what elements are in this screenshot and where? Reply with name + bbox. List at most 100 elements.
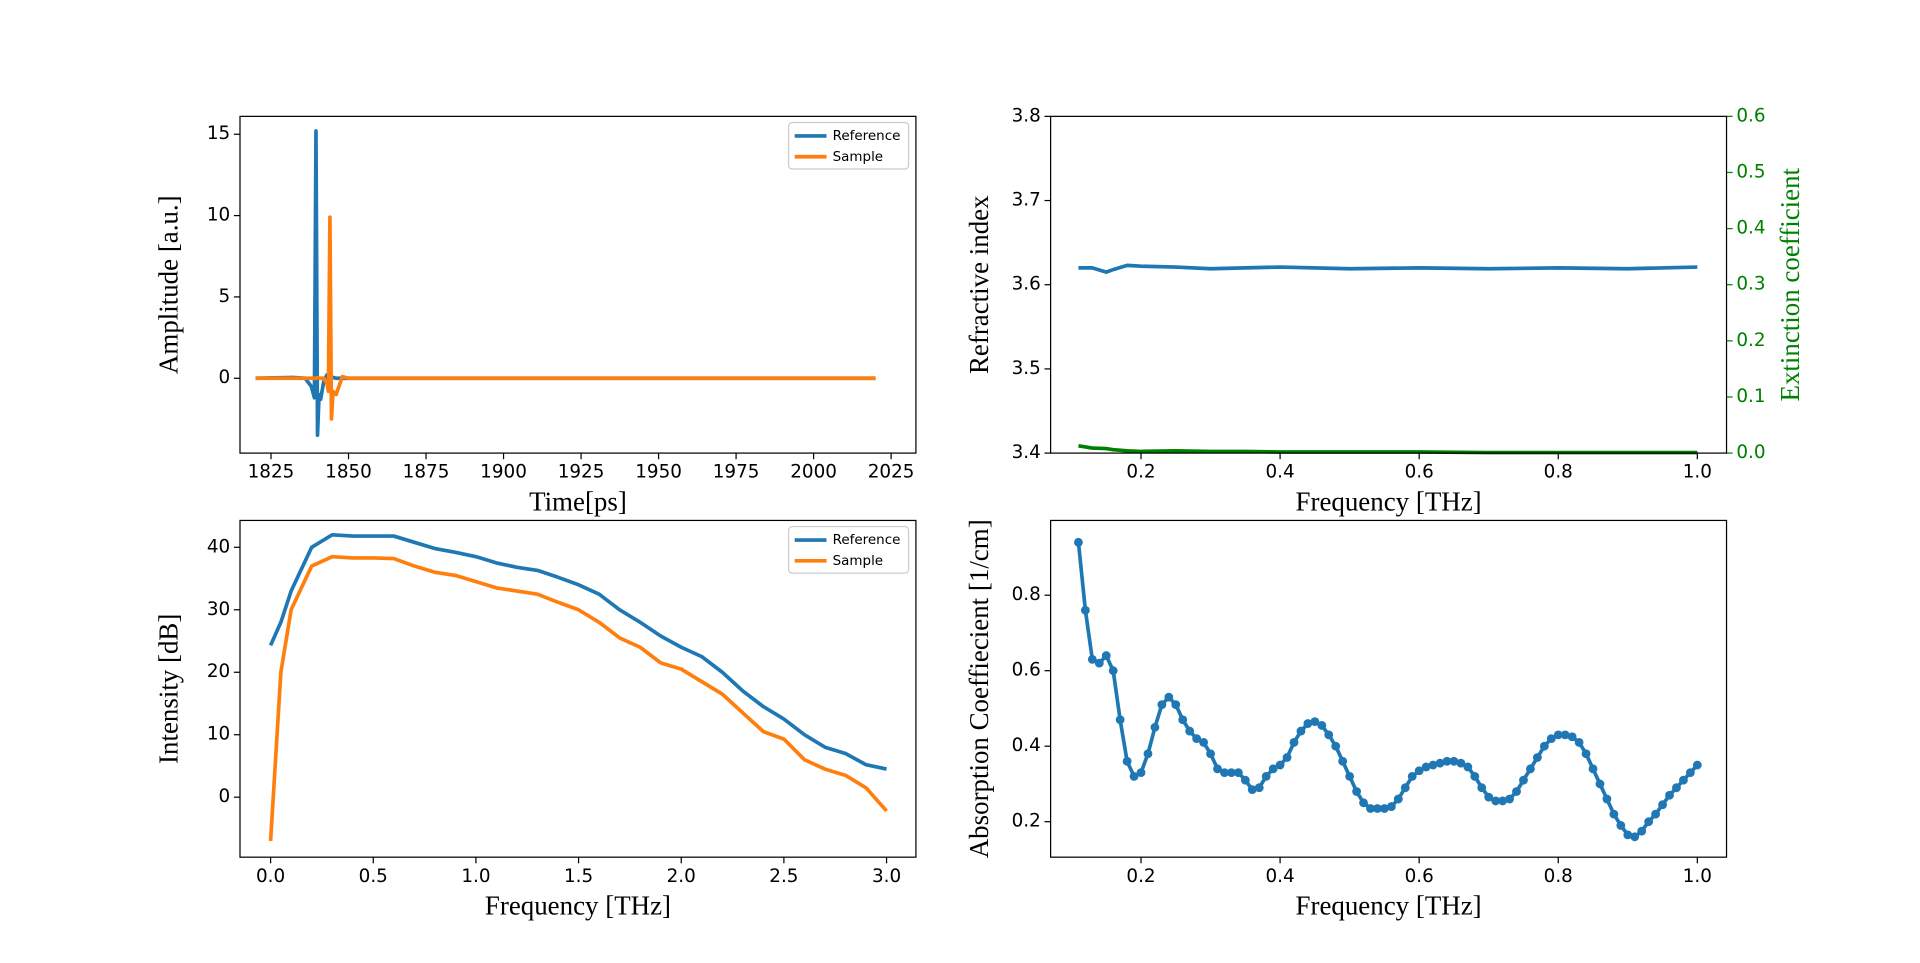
y-tick-label: 5 (219, 286, 231, 307)
data-point (1546, 734, 1556, 744)
data-point (1595, 779, 1605, 789)
data-point (1609, 809, 1619, 819)
data-point (1414, 766, 1424, 776)
data-point (1428, 760, 1438, 770)
x-tick-label: 0.5 (359, 866, 388, 887)
data-point (1512, 787, 1521, 796)
data-point (1456, 758, 1466, 768)
x-tick-label: 1975 (713, 462, 760, 483)
y-tick-label: 20 (207, 661, 230, 682)
data-point (1386, 802, 1396, 811)
y-tick-label: 0 (219, 367, 231, 388)
data-point (1567, 732, 1577, 742)
data-point (1296, 726, 1306, 736)
y-tick-label: 0.4 (1012, 735, 1041, 756)
y-tick-label: 3.6 (1012, 274, 1041, 295)
data-point (1602, 794, 1612, 804)
data-point (1435, 758, 1445, 768)
data-point (1379, 804, 1389, 813)
x-tick-label: 1825 (248, 462, 295, 483)
data-point (1206, 749, 1215, 759)
x-tick-label: 1.0 (1683, 462, 1712, 483)
data-point (1373, 804, 1382, 813)
data-point (1303, 719, 1313, 728)
data-point (1393, 794, 1403, 804)
data-point (1157, 700, 1167, 710)
y-axis-label: Refractive index (964, 195, 994, 374)
y-tick-label: 0.2 (1012, 811, 1041, 832)
y-tick-label: 30 (207, 599, 230, 620)
data-point (1261, 771, 1271, 781)
y-tick-label: 40 (207, 536, 230, 557)
data-point (1616, 821, 1626, 830)
y-tick-label: 15 (207, 123, 230, 144)
series-line (268, 554, 888, 842)
y-tick-label: 3.5 (1012, 358, 1041, 379)
data-point (1282, 753, 1292, 762)
data-point (1672, 783, 1681, 793)
data-point (1331, 741, 1341, 751)
data-point (1574, 738, 1584, 747)
data-point (1324, 730, 1334, 740)
y2-tick-label: 0.5 (1736, 161, 1765, 182)
x-tick-label: 2025 (868, 462, 915, 483)
data-point (1254, 783, 1264, 793)
data-point (1178, 715, 1188, 725)
y-tick-label: 10 (207, 724, 230, 745)
x-tick-label: 3.0 (872, 866, 901, 887)
data-point (1087, 654, 1097, 664)
data-point (1345, 771, 1355, 781)
data-point (1665, 790, 1674, 800)
y-tick-label: 0.6 (1012, 660, 1041, 681)
data-point (1560, 730, 1570, 740)
series-line (255, 215, 876, 421)
x-tick-label: 0.2 (1126, 866, 1155, 887)
series-line (1078, 443, 1698, 455)
x-tick-label: 1.0 (461, 866, 490, 887)
legend-label: Sample (833, 150, 883, 165)
data-point (1651, 809, 1661, 819)
data-point (1630, 832, 1640, 842)
x-tick-label: 0.4 (1265, 462, 1294, 483)
data-point (1366, 804, 1375, 813)
y2-tick-label: 0.4 (1736, 218, 1765, 239)
data-point (1477, 783, 1487, 793)
y2-tick-label: 0.6 (1736, 105, 1765, 126)
data-point (1421, 762, 1431, 772)
data-point (1289, 738, 1299, 747)
data-point (1359, 798, 1368, 808)
data-point (1623, 830, 1633, 840)
y-axis-label: Amplitude [a.u.] (154, 195, 184, 374)
x-axis-label: Frequency [THz] (1296, 487, 1482, 517)
y-tick-label: 0.8 (1012, 584, 1041, 605)
legend-label: Sample (833, 554, 883, 569)
y-axis-label: Intensity [dB] (154, 614, 184, 764)
data-point (1233, 768, 1243, 778)
x-axis-label: Time[ps] (529, 487, 627, 517)
data-point (1588, 764, 1598, 774)
data-point (1247, 785, 1257, 795)
axes-frame (1050, 115, 1728, 454)
series-line (255, 129, 876, 438)
data-point (1136, 768, 1146, 778)
x-tick-label: 1925 (558, 462, 605, 483)
data-point (1498, 796, 1508, 806)
x-tick-label: 2.0 (667, 866, 696, 887)
y-tick-label: 0 (219, 786, 231, 807)
data-point (1094, 658, 1104, 668)
data-point (1080, 605, 1090, 615)
data-point (1122, 756, 1132, 766)
x-tick-label: 1.5 (564, 866, 593, 887)
data-point (1463, 762, 1473, 772)
data-point (1491, 796, 1501, 806)
data-point (1692, 760, 1702, 770)
data-point (1449, 756, 1459, 766)
series-line (1076, 542, 1699, 839)
x-tick-label: 0.2 (1126, 462, 1155, 483)
y2-tick-label: 0.2 (1736, 330, 1765, 351)
data-point (1199, 738, 1209, 747)
data-point (1108, 666, 1118, 676)
data-point (1150, 722, 1160, 732)
